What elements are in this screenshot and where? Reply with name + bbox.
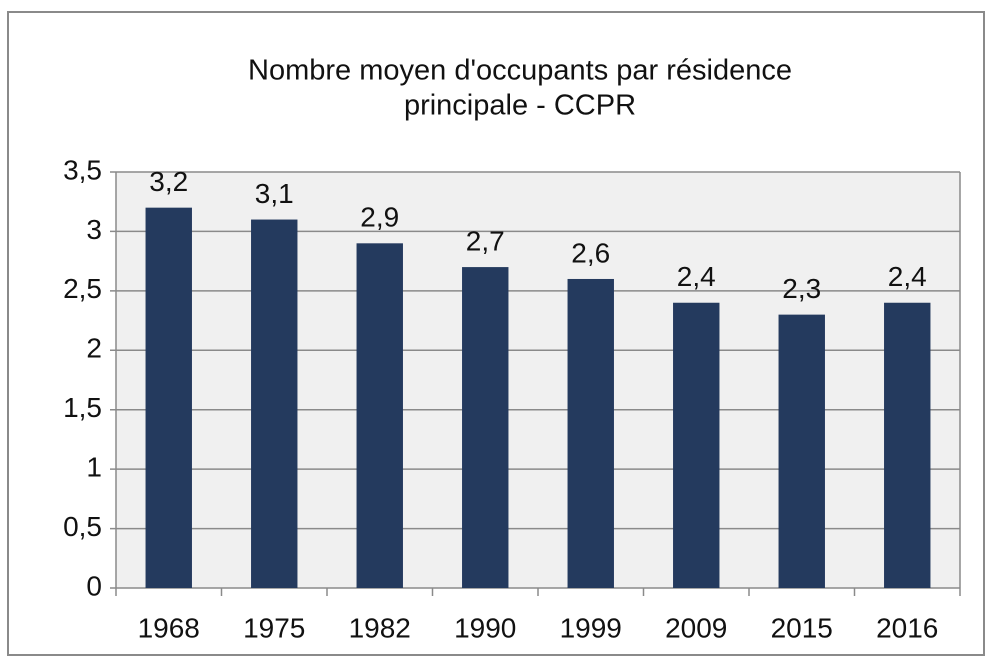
x-tick-label: 1990 xyxy=(454,612,516,643)
bar xyxy=(145,207,192,588)
x-tick-label: 2016 xyxy=(876,612,938,643)
bar xyxy=(884,302,931,588)
y-tick-label: 3 xyxy=(86,214,102,245)
data-label: 2,9 xyxy=(360,202,399,233)
x-tick-label: 1982 xyxy=(349,612,411,643)
x-tick-label: 1975 xyxy=(243,612,305,643)
data-label: 2,6 xyxy=(571,237,610,268)
y-tick-label: 0,5 xyxy=(63,511,102,542)
y-tick-label: 1,5 xyxy=(63,392,102,423)
y-tick-label: 1 xyxy=(86,452,102,483)
bar xyxy=(356,243,403,589)
x-tick-label: 1999 xyxy=(560,612,622,643)
data-label: 3,2 xyxy=(149,166,188,197)
y-tick-label: 2,5 xyxy=(63,273,102,304)
bar xyxy=(567,278,614,588)
bar xyxy=(251,219,298,589)
x-tick-label: 2009 xyxy=(665,612,727,643)
chart-title: Nombre moyen d'occupants par résidence xyxy=(248,55,792,87)
data-label: 2,3 xyxy=(782,273,821,304)
y-tick-label: 2 xyxy=(86,333,102,364)
plot-area xyxy=(116,172,960,588)
x-tick-label: 2015 xyxy=(771,612,833,643)
data-label: 2,4 xyxy=(677,261,716,292)
data-label: 2,4 xyxy=(888,261,927,292)
data-label: 2,7 xyxy=(466,225,505,256)
bar xyxy=(778,314,825,588)
bar xyxy=(462,267,509,588)
bar xyxy=(673,302,720,588)
data-label: 3,1 xyxy=(255,178,294,209)
chart-title: principale - CCPR xyxy=(404,90,636,122)
y-tick-label: 3,5 xyxy=(63,154,102,185)
x-tick-label: 1968 xyxy=(138,612,200,643)
y-tick-label: 0 xyxy=(86,570,102,601)
